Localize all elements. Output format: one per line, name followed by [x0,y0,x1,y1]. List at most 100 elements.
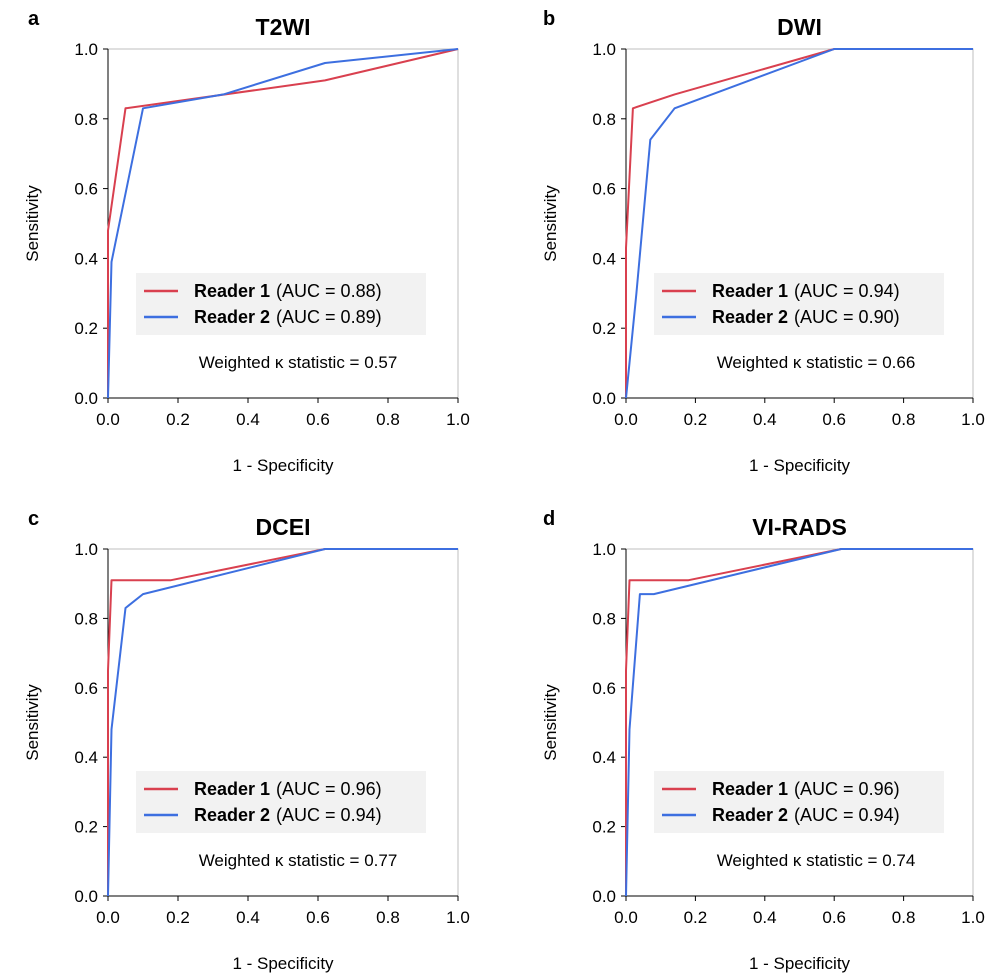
kappa-annotation: Weighted κ statistic = 0.57 [199,353,398,372]
legend-entry-reader-1: Reader 1 (AUC = 0.96) [712,779,900,799]
y-tick-label: 0.4 [592,748,616,767]
x-tick-label: 0.8 [892,410,916,429]
y-tick-label: 0.2 [74,818,98,837]
chart-title: DCEI [256,514,311,540]
x-tick-label: 0.4 [753,410,777,429]
roc-curve-reader-1 [625,548,973,896]
x-tick-label: 1.0 [446,410,470,429]
x-tick-label: 0.0 [96,908,120,927]
legend-auc-value: (AUC = 0.94) [276,805,382,825]
y-tick-label: 1.0 [74,40,98,59]
x-tick-label: 0.0 [614,908,638,927]
y-tick-label: 1.0 [592,40,616,59]
y-tick-label: 0.2 [592,818,616,837]
y-tick-label: 0.0 [74,887,98,906]
y-tick-label: 0.2 [74,319,98,338]
y-tick-label: 0.0 [592,887,616,906]
legend-entry-reader-2: Reader 2 (AUC = 0.94) [712,805,900,825]
roc-panel-a: a T2WI 0.0 0.2 0.4 0.6 0.8 1.0 0.0 0.2 0.4 0.6 0.8 1.… [23,8,470,475]
x-tick-label: 0.4 [753,908,777,927]
y-tick-label: 0.6 [592,679,616,698]
y-tick-label: 1.0 [74,540,98,559]
roc-curve-reader-1 [107,48,459,398]
x-tick-label: 0.6 [306,908,330,927]
y-axis-label: Sensitivity [541,684,560,761]
y-tick-label: 0.8 [74,609,98,628]
y-tick-label: 0.4 [74,249,98,268]
legend-series-name: Reader 2 [194,307,270,327]
x-tick-label: 0.8 [376,410,400,429]
legend-series-name: Reader 2 [194,805,270,825]
legend-series-name: Reader 2 [712,805,788,825]
x-tick-label: 0.8 [376,908,400,927]
x-axis-label: 1 - Specificity [232,954,334,973]
legend-auc-value: (AUC = 0.96) [794,779,900,799]
x-axis-label: 1 - Specificity [749,456,851,475]
x-tick-label: 0.2 [684,410,708,429]
x-tick-label: 0.8 [892,908,916,927]
legend-series-name: Reader 1 [712,779,788,799]
y-tick-label: 0.2 [592,319,616,338]
y-tick-label: 0.8 [592,609,616,628]
legend-auc-value: (AUC = 0.96) [276,779,382,799]
y-tick-label: 1.0 [592,540,616,559]
kappa-annotation: Weighted κ statistic = 0.74 [717,851,916,870]
roc-curve-reader-2 [107,548,458,897]
roc-curve-reader-2 [625,48,973,399]
legend-entry-reader-2: Reader 2 (AUC = 0.90) [712,307,900,327]
x-tick-label: 1.0 [446,908,470,927]
chart-title: VI-RADS [752,514,847,540]
kappa-annotation: Weighted κ statistic = 0.66 [717,353,916,372]
x-axis-label: 1 - Specificity [232,456,334,475]
y-axis-label: Sensitivity [541,185,560,262]
legend-series-name: Reader 1 [712,281,788,301]
y-axis-label: Sensitivity [23,684,42,761]
legend-series-name: Reader 1 [194,779,270,799]
x-tick-label: 0.6 [822,410,846,429]
y-tick-label: 0.6 [74,180,98,199]
roc-panel-c: c DCEI 0.0 0.2 0.4 0.6 0.8 1.0 0.0 0.2 0.4 0.6 0.8 1.… [23,508,470,973]
roc-panel-d: d VI-RADS 0.0 0.2 0.4 0.6 0.8 1.0 0.0 0.2 0.4 0.6 0.… [541,508,985,973]
x-tick-label: 0.6 [822,908,846,927]
legend-auc-value: (AUC = 0.94) [794,281,900,301]
legend-auc-value: (AUC = 0.90) [794,307,900,327]
kappa-annotation: Weighted κ statistic = 0.77 [199,851,398,870]
x-tick-label: 1.0 [961,908,985,927]
y-tick-label: 0.6 [592,180,616,199]
y-tick-label: 0.8 [74,110,98,129]
legend-box [136,273,426,335]
y-tick-label: 0.4 [592,249,616,268]
legend-entry-reader-1: Reader 1 (AUC = 0.94) [712,281,900,301]
plot-frame [107,48,459,399]
x-tick-label: 0.2 [166,908,190,927]
legend-box [136,771,426,833]
legend-auc-value: (AUC = 0.94) [794,805,900,825]
chart-title: DWI [777,14,822,40]
legend-box [654,273,944,335]
y-tick-label: 0.0 [74,389,98,408]
legend-series-name: Reader 2 [712,307,788,327]
y-axis-label: Sensitivity [23,185,42,262]
legend-auc-value: (AUC = 0.88) [276,281,382,301]
panel-letter: d [543,508,555,530]
y-tick-label: 0.0 [592,389,616,408]
x-tick-label: 0.4 [236,908,260,927]
x-tick-label: 0.2 [684,908,708,927]
x-tick-label: 1.0 [961,410,985,429]
legend-series-name: Reader 1 [194,281,270,301]
roc-panel-b: b DWI 0.0 0.2 0.4 0.6 0.8 1.0 0.0 0.2 0.4 0.6 0.8 1.0… [541,8,985,475]
legend-entry-reader-2: Reader 2 (AUC = 0.94) [194,805,382,825]
x-tick-label: 0.0 [96,410,120,429]
y-tick-label: 0.6 [74,679,98,698]
plot-frame [625,48,974,399]
roc-curve-reader-2 [625,548,973,897]
x-tick-label: 0.4 [236,410,260,429]
x-tick-label: 0.6 [306,410,330,429]
legend-entry-reader-1: Reader 1 (AUC = 0.96) [194,779,382,799]
legend-entry-reader-2: Reader 2 (AUC = 0.89) [194,307,382,327]
y-tick-label: 0.8 [592,110,616,129]
legend-auc-value: (AUC = 0.89) [276,307,382,327]
plot-frame [107,548,459,897]
